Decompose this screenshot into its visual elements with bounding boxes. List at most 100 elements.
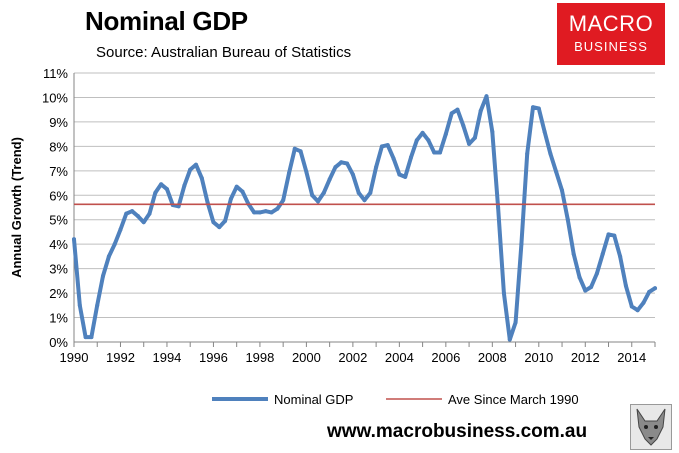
- data-point: [374, 165, 379, 170]
- logo-line-2: BUSINESS: [574, 39, 648, 54]
- data-point: [199, 176, 204, 181]
- y-tick-label: 2%: [49, 286, 68, 301]
- data-point: [420, 130, 425, 135]
- y-tick-label: 11%: [43, 66, 68, 81]
- data-point: [118, 227, 123, 232]
- data-point: [327, 177, 332, 182]
- data-point: [490, 129, 495, 134]
- data-point: [89, 335, 94, 340]
- data-point: [548, 151, 553, 156]
- data-point: [653, 286, 657, 291]
- x-tick-label: 2012: [571, 350, 600, 365]
- y-tick-label: 6%: [49, 188, 68, 203]
- data-point: [316, 199, 321, 204]
- data-point: [362, 198, 367, 203]
- data-point: [298, 149, 303, 154]
- x-tick-label: 2002: [338, 350, 367, 365]
- x-tick-label: 1992: [106, 350, 135, 365]
- data-point: [391, 156, 396, 161]
- data-point: [589, 284, 594, 289]
- data-point: [182, 183, 187, 188]
- data-point: [304, 170, 309, 175]
- data-point: [339, 160, 344, 165]
- data-point: [403, 174, 408, 179]
- data-point: [478, 108, 483, 113]
- data-point: [292, 146, 297, 151]
- y-tick-label: 7%: [49, 164, 68, 179]
- data-point: [594, 271, 599, 276]
- y-tick-label: 10%: [42, 90, 68, 105]
- x-tick-label: 2014: [617, 350, 646, 365]
- data-point: [310, 193, 315, 198]
- y-tick-label: 8%: [49, 139, 68, 154]
- data-point: [438, 150, 443, 155]
- data-point: [368, 190, 373, 195]
- data-point: [414, 138, 419, 143]
- data-point: [164, 187, 169, 192]
- data-point: [130, 209, 135, 214]
- wolf-icon: [630, 404, 672, 450]
- y-tick-label: 9%: [49, 115, 68, 130]
- macro-business-logo[interactable]: MACRO BUSINESS: [557, 3, 665, 65]
- data-point: [345, 161, 350, 166]
- data-point: [635, 308, 640, 313]
- data-point: [612, 233, 617, 238]
- data-point: [467, 141, 472, 146]
- data-point: [281, 198, 286, 203]
- data-point: [176, 204, 181, 209]
- data-point: [606, 232, 611, 237]
- data-point: [83, 335, 88, 340]
- data-point: [577, 275, 582, 280]
- data-point: [554, 170, 559, 175]
- data-point: [252, 210, 257, 215]
- data-point: [147, 211, 152, 216]
- data-point: [217, 225, 222, 230]
- data-point: [513, 320, 518, 325]
- data-point: [379, 144, 384, 149]
- data-point: [443, 132, 448, 137]
- website-url[interactable]: www.macrobusiness.com.au: [327, 421, 588, 442]
- data-point: [507, 337, 512, 342]
- data-point: [223, 218, 228, 223]
- y-tick-label: 5%: [49, 213, 68, 228]
- data-point: [571, 251, 576, 256]
- y-tick-label: 1%: [49, 311, 68, 326]
- data-point: [135, 214, 140, 219]
- data-point: [95, 303, 100, 308]
- data-point: [641, 300, 646, 305]
- data-point: [350, 172, 355, 177]
- data-point: [600, 251, 605, 256]
- data-point: [618, 254, 623, 259]
- data-point: [530, 105, 535, 110]
- data-point: [397, 172, 402, 177]
- data-point: [159, 182, 164, 187]
- data-point: [112, 242, 117, 247]
- data-point: [385, 143, 390, 148]
- data-point: [647, 289, 652, 294]
- data-point: [257, 210, 262, 215]
- y-tick-label: 4%: [49, 237, 68, 252]
- data-point: [286, 171, 291, 176]
- data-point: [461, 123, 466, 128]
- x-tick-label: 1998: [245, 350, 274, 365]
- data-point: [228, 196, 233, 201]
- data-point: [240, 189, 245, 194]
- data-point: [141, 220, 146, 225]
- y-tick-label: 0%: [49, 335, 68, 350]
- legend-label-nominal-gdp: Nominal GDP: [274, 392, 353, 407]
- data-point: [560, 188, 565, 193]
- data-point: [432, 150, 437, 155]
- x-tick-label: 2010: [524, 350, 553, 365]
- data-point: [124, 211, 129, 216]
- data-point: [449, 111, 454, 116]
- data-point: [101, 273, 106, 278]
- data-point: [408, 155, 413, 160]
- data-point: [72, 237, 76, 242]
- x-tick-label: 2004: [385, 350, 414, 365]
- logo-line-1: MACRO: [568, 11, 654, 36]
- data-point: [211, 220, 216, 225]
- data-point: [623, 283, 628, 288]
- data-point: [269, 210, 274, 215]
- data-point: [234, 184, 239, 189]
